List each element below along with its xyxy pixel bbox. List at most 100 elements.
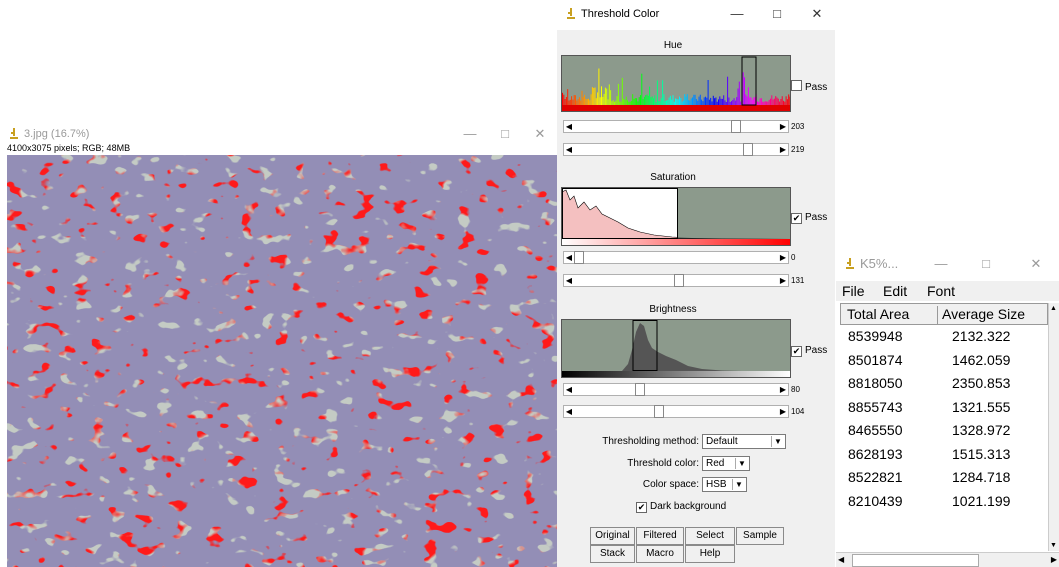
- right-arrow-icon[interactable]: ▶: [779, 385, 787, 394]
- filtered-button[interactable]: Filtered: [636, 527, 684, 545]
- close-button[interactable]: ✕: [534, 126, 546, 141]
- brightness-pass-checkbox[interactable]: ✔ Pass: [791, 345, 827, 357]
- method-dropdown[interactable]: Default ▼: [702, 434, 786, 449]
- help-button[interactable]: Help: [685, 545, 735, 563]
- hue-histogram-bar: [604, 87, 606, 105]
- hue-histogram-bar: [776, 97, 778, 105]
- image-window-titlebar[interactable]: 3.jpg (16.7%) — □ ✕: [0, 120, 557, 150]
- hue-histogram-bar: [686, 94, 688, 105]
- brightness-min-value: 80: [791, 385, 800, 394]
- dropdown-arrow-icon[interactable]: ▼: [771, 436, 784, 447]
- maximize-button[interactable]: □: [501, 126, 509, 141]
- dropdown-arrow-icon[interactable]: ▼: [732, 479, 745, 490]
- hue-histogram-bar: [759, 98, 761, 105]
- threshold-color-dropdown[interactable]: Red ▼: [702, 456, 750, 471]
- dark-background-box[interactable]: ✔: [636, 502, 647, 513]
- brightness-pass-box[interactable]: ✔: [791, 346, 802, 357]
- right-arrow-icon[interactable]: ▶: [779, 407, 787, 416]
- minimize-button[interactable]: —: [934, 256, 948, 271]
- stack-button[interactable]: Stack: [590, 545, 635, 563]
- saturation-max-slider[interactable]: ◀ ▶: [563, 274, 789, 287]
- hue-histogram-bar: [789, 96, 790, 105]
- color-space-dropdown[interactable]: HSB ▼: [702, 477, 747, 492]
- image-canvas[interactable]: [7, 155, 557, 567]
- saturation-pass-box[interactable]: ✔: [791, 213, 802, 224]
- horizontal-scrollbar[interactable]: ◀ ▶: [836, 552, 1059, 567]
- maximize-button[interactable]: □: [773, 6, 781, 21]
- results-window-titlebar[interactable]: K5%... — □ ✕: [836, 250, 1059, 280]
- left-arrow-icon[interactable]: ◀: [565, 276, 573, 285]
- table-row[interactable]: 8818050 2350.853: [848, 375, 1010, 391]
- brightness-max-slider[interactable]: ◀ ▶: [563, 405, 789, 418]
- hue-pass-box[interactable]: [791, 80, 802, 91]
- horizontal-scroll-thumb[interactable]: [852, 554, 979, 567]
- saturation-pass-checkbox[interactable]: ✔ Pass: [791, 212, 827, 224]
- column-header-total-area[interactable]: Total Area: [847, 306, 910, 322]
- left-arrow-icon[interactable]: ◀: [565, 145, 573, 154]
- cell-average-size: 1515.313: [952, 445, 1011, 462]
- right-arrow-icon[interactable]: ▶: [779, 276, 787, 285]
- left-arrow-icon[interactable]: ◀: [565, 407, 573, 416]
- menu-file[interactable]: File: [842, 283, 865, 299]
- dropdown-arrow-icon[interactable]: ▼: [735, 458, 748, 469]
- table-row[interactable]: 8210439 1021.199: [848, 493, 1010, 509]
- slider-thumb[interactable]: [634, 383, 645, 396]
- dark-background-checkbox[interactable]: ✔ Dark background: [636, 501, 726, 513]
- scroll-right-icon[interactable]: ▶: [1050, 555, 1057, 564]
- left-arrow-icon[interactable]: ◀: [565, 385, 573, 394]
- table-row[interactable]: 8522821 1284.718: [848, 469, 1010, 485]
- hue-histogram-bar: [714, 98, 716, 105]
- cell-average-size: 2132.322: [952, 328, 1011, 344]
- hue-max-slider[interactable]: ◀ ▶: [563, 143, 789, 156]
- image-window: 3.jpg (16.7%) — □ ✕ 4100x3075 pixels; RG…: [0, 120, 557, 567]
- saturation-pass-label: Pass: [805, 212, 828, 223]
- macro-button[interactable]: Macro: [636, 545, 684, 563]
- hue-histogram-bar: [632, 94, 634, 105]
- hue-histogram-bar: [597, 92, 599, 105]
- saturation-min-value: 0: [791, 253, 796, 262]
- slider-thumb[interactable]: [654, 405, 665, 418]
- left-arrow-icon[interactable]: ◀: [565, 122, 573, 131]
- right-arrow-icon[interactable]: ▶: [779, 253, 787, 262]
- table-row[interactable]: 8855743 1321.555: [848, 399, 1010, 415]
- table-row[interactable]: 8465550 1328.972: [848, 422, 1010, 438]
- menu-edit[interactable]: Edit: [883, 283, 908, 299]
- menu-font[interactable]: Font: [927, 283, 956, 299]
- hue-histogram-bar: [673, 101, 675, 105]
- original-button[interactable]: Original: [590, 527, 635, 545]
- hue-histogram-bar: [615, 100, 617, 105]
- minimize-button[interactable]: —: [730, 6, 744, 21]
- maximize-button[interactable]: □: [982, 256, 990, 271]
- sample-button[interactable]: Sample: [736, 527, 784, 545]
- hue-pass-checkbox[interactable]: Pass: [791, 80, 827, 93]
- column-header-average-size[interactable]: Average Size: [937, 306, 1025, 324]
- scroll-left-icon[interactable]: ◀: [838, 555, 845, 564]
- minimize-button[interactable]: —: [463, 126, 477, 141]
- right-arrow-icon[interactable]: ▶: [779, 122, 787, 131]
- hue-histogram-bar: [588, 98, 589, 105]
- slider-thumb[interactable]: [742, 143, 753, 156]
- left-arrow-icon[interactable]: ◀: [565, 253, 573, 262]
- hue-histogram-bar: [681, 101, 683, 105]
- slider-thumb[interactable]: [730, 120, 741, 133]
- hue-histogram-bar: [682, 100, 684, 105]
- saturation-min-slider[interactable]: ◀ ▶: [563, 251, 789, 264]
- right-arrow-icon[interactable]: ▶: [779, 145, 787, 154]
- slider-thumb[interactable]: [673, 274, 684, 287]
- table-row[interactable]: 8539948 2132.322: [848, 328, 1010, 344]
- close-button[interactable]: ✕: [811, 6, 823, 21]
- hue-min-slider[interactable]: ◀ ▶: [563, 120, 789, 133]
- table-row[interactable]: 8628193 1515.313: [848, 446, 1010, 462]
- table-row[interactable]: 8501874 1462.059: [848, 352, 1010, 368]
- select-button[interactable]: Select: [685, 527, 735, 545]
- brightness-min-slider[interactable]: ◀ ▶: [563, 383, 789, 396]
- vertical-scrollbar[interactable]: ▲ ▼: [1048, 303, 1059, 551]
- hue-histogram-bar: [594, 87, 596, 105]
- slider-thumb[interactable]: [574, 251, 584, 264]
- hue-histogram-bar: [580, 100, 582, 105]
- close-button[interactable]: ✕: [1030, 256, 1042, 271]
- hue-histogram-bar: [640, 95, 641, 105]
- scroll-up-icon[interactable]: ▲: [1050, 305, 1057, 312]
- scroll-down-icon[interactable]: ▼: [1050, 542, 1057, 549]
- threshold-window-titlebar[interactable]: Threshold Color — □ ✕: [557, 0, 835, 30]
